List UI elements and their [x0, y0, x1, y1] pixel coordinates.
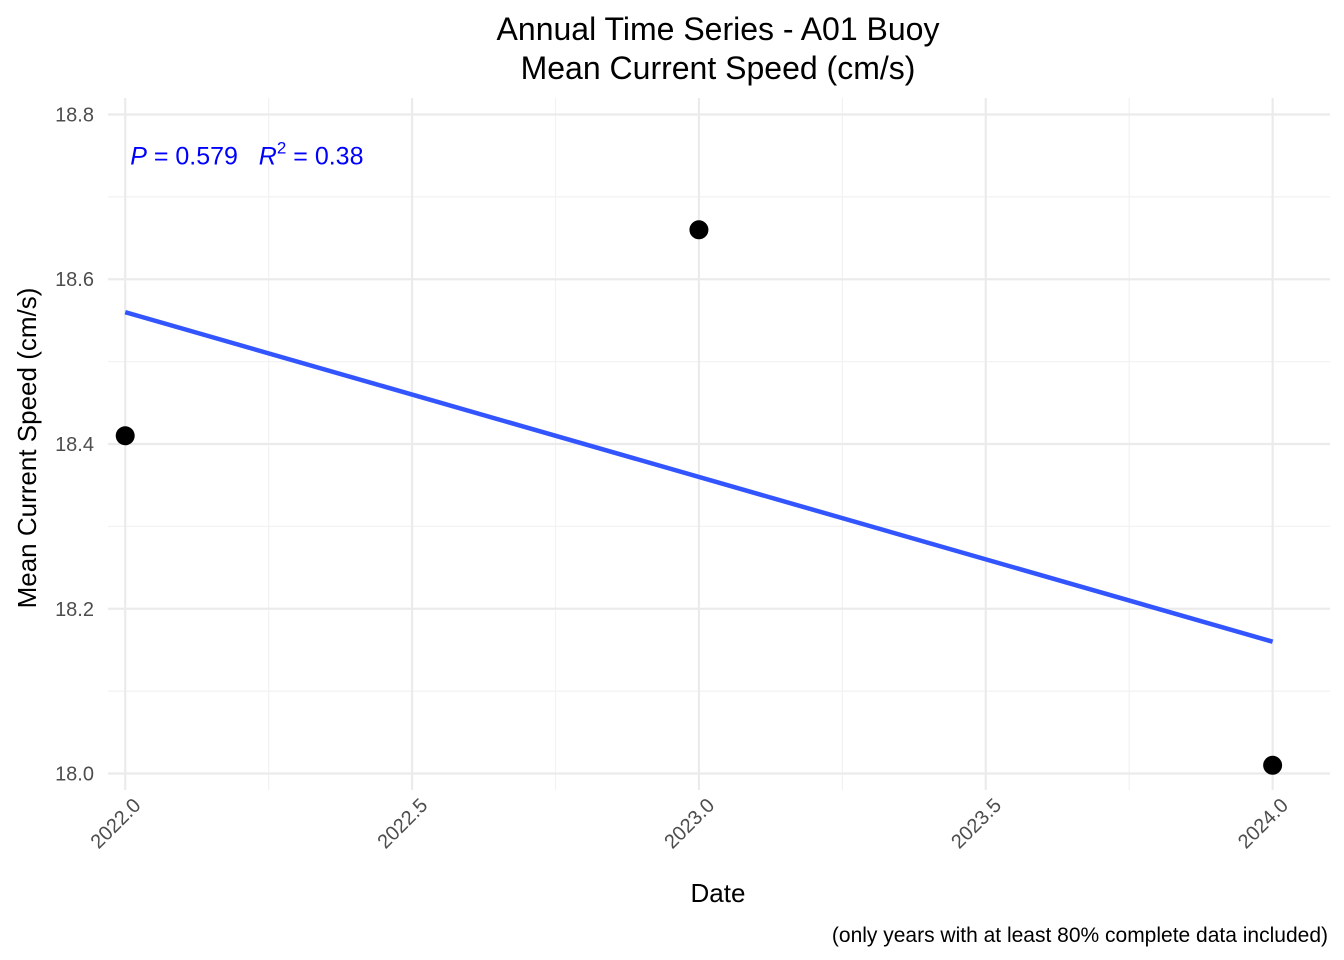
chart-title-group: Annual Time Series - A01 Buoy Mean Curre… [497, 11, 940, 86]
x-axis-title: Date [691, 878, 746, 908]
y-tick-label: 18.0 [55, 764, 94, 786]
x-tick-label: 2022.5 [373, 795, 432, 854]
trend-line-layer [124, 310, 1274, 644]
major-grid [108, 98, 1330, 790]
y-tick-label: 18.4 [55, 434, 94, 456]
x-tick-label: 2024.0 [1234, 795, 1293, 854]
y-tick-label: 18.6 [55, 269, 94, 291]
trend-line [124, 310, 1274, 644]
y-tick-label: 18.8 [55, 104, 94, 126]
stats-annotation: P = 0.579 R2 = 0.38 [130, 139, 363, 171]
chart-caption: (only years with at least 80% complete d… [832, 924, 1328, 947]
data-points-layer [115, 220, 1283, 775]
x-tick-label: 2022.0 [87, 795, 146, 854]
chart-title: Annual Time Series - A01 Buoy [497, 11, 940, 47]
data-point [689, 220, 709, 240]
x-tick-label: 2023.0 [660, 795, 719, 854]
y-tick-label: 18.2 [55, 599, 94, 621]
y-axis-title: Mean Current Speed (cm/s) [12, 288, 42, 609]
data-point [115, 426, 135, 446]
x-tick-label: 2023.5 [947, 795, 1006, 854]
x-axis-tick-labels: 2022.0 2022.5 2023.0 2023.5 2024.0 [87, 795, 1293, 854]
data-point [1263, 755, 1283, 775]
stats-annotation-text: P = 0.579 R2 = 0.38 [130, 139, 363, 171]
chart-subtitle: Mean Current Speed (cm/s) [521, 50, 916, 86]
minor-grid [108, 98, 1330, 790]
y-axis-tick-labels: 18.0 18.2 18.4 18.6 18.8 [55, 104, 94, 785]
